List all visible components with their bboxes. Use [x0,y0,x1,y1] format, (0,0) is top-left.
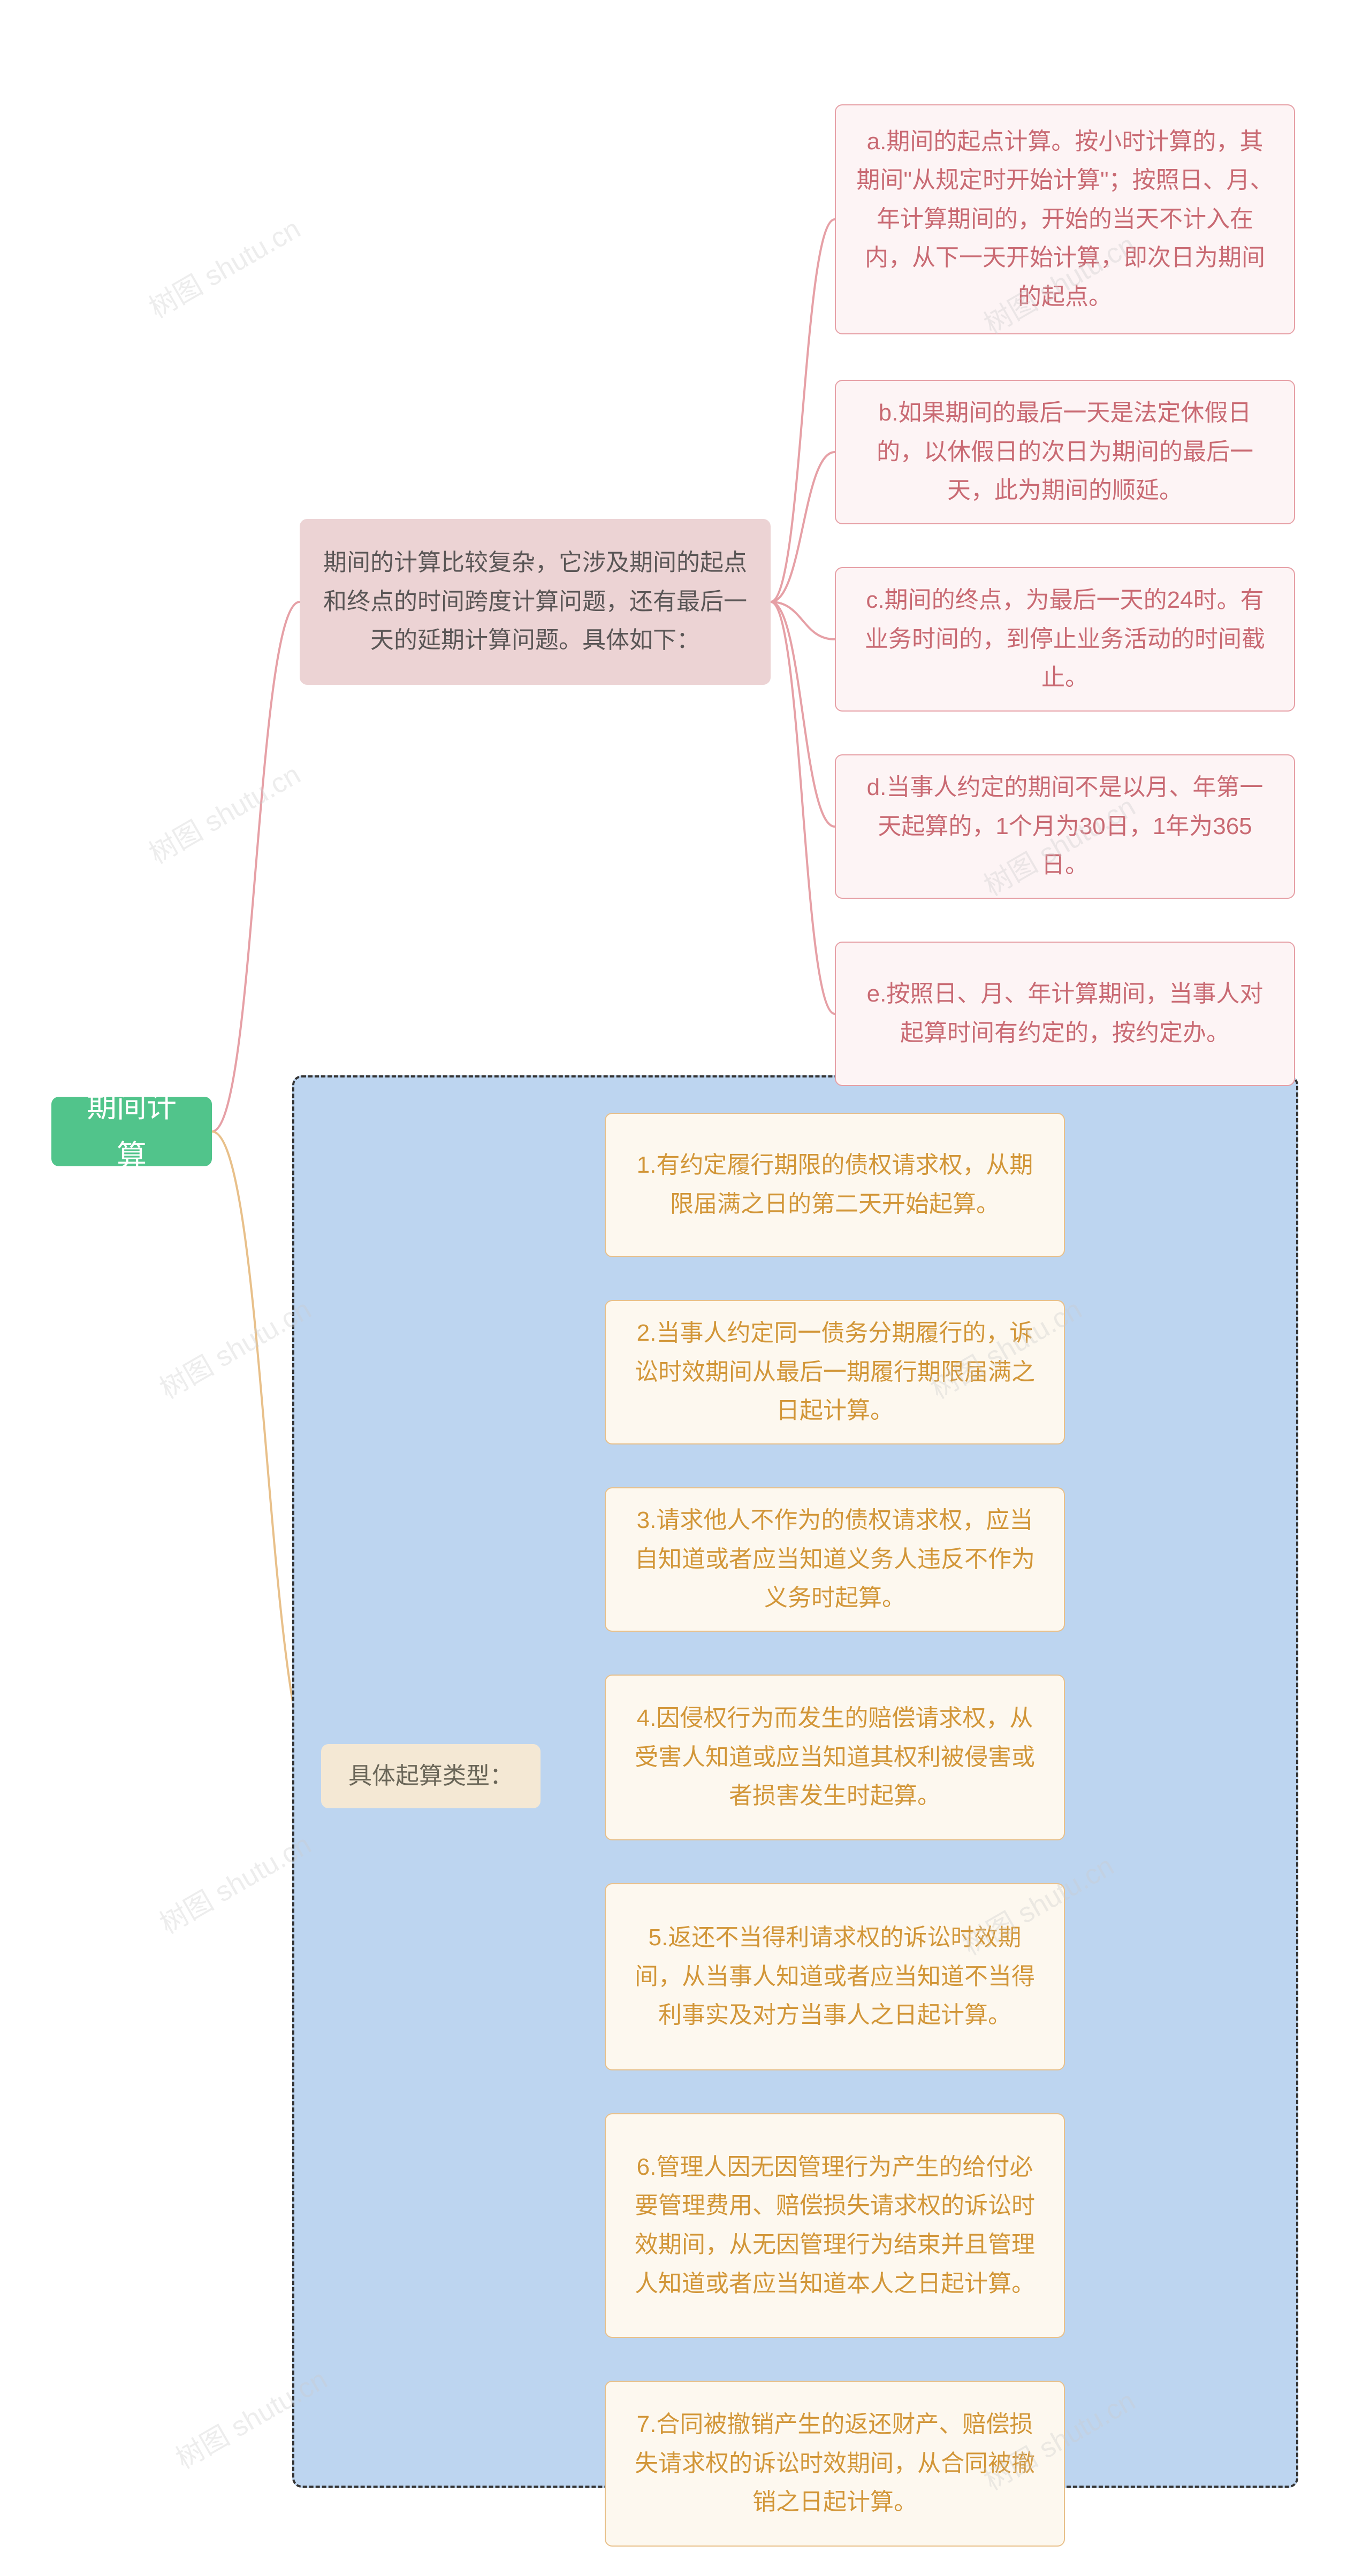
branch2-leaf-label: 4.因侵权行为而发生的赔偿请求权，从受害人知道或应当知道其权利被侵害或者损害发生… [625,1699,1045,1816]
root-node[interactable]: 期间计算 [51,1097,212,1166]
branch2-leaf[interactable]: 2.当事人约定同一债务分期履行的，诉讼时效期间从最后一期履行期限届满之日起计算。 [605,1300,1065,1444]
branch2-leaf[interactable]: 6.管理人因无因管理行为产生的给付必要管理费用、赔偿损失请求权的诉讼时效期间，从… [605,2113,1065,2338]
branch2-leaf-label: 6.管理人因无因管理行为产生的给付必要管理费用、赔偿损失请求权的诉讼时效期间，从… [625,2148,1045,2303]
branch1-leaf-label: a.期间的起点计算。按小时计算的，其期间"从规定时开始计算"；按照日、月、年计算… [855,123,1275,317]
branch2-leaf[interactable]: 5.返还不当得利请求权的诉讼时效期间，从当事人知道或者应当知道不当得利事实及对方… [605,1883,1065,2070]
branch1-category[interactable]: 期间的计算比较复杂，它涉及期间的起点和终点的时间跨度计算问题，还有最后一天的延期… [300,519,771,685]
branch1-leaf[interactable]: c.期间的终点，为最后一天的24时。有业务时间的，到停止业务活动的时间截止。 [835,567,1295,712]
branch1-leaf[interactable]: a.期间的起点计算。按小时计算的，其期间"从规定时开始计算"；按照日、月、年计算… [835,104,1295,334]
branch1-leaf[interactable]: e.按照日、月、年计算期间，当事人对起算时间有约定的，按约定办。 [835,942,1295,1086]
watermark: 树图 shutu.cn [140,207,306,325]
branch2-category[interactable]: 具体起算类型： [321,1744,541,1808]
branch1-leaf-label: d.当事人约定的期间不是以月、年第一天起算的，1个月为30日，1年为365日。 [855,768,1275,885]
branch2-leaf-label: 1.有约定履行期限的债权请求权，从期限届满之日的第二天开始起算。 [625,1146,1045,1224]
branch2-leaf-label: 5.返还不当得利请求权的诉讼时效期间，从当事人知道或者应当知道不当得利事实及对方… [625,1918,1045,2035]
branch2-leaf[interactable]: 1.有约定履行期限的债权请求权，从期限届满之日的第二天开始起算。 [605,1113,1065,1257]
root-label: 期间计算 [73,1082,191,1181]
branch1-leaf[interactable]: d.当事人约定的期间不是以月、年第一天起算的，1个月为30日，1年为365日。 [835,754,1295,899]
branch1-leaf-label: c.期间的终点，为最后一天的24时。有业务时间的，到停止业务活动的时间截止。 [855,581,1275,698]
branch1-category-label: 期间的计算比较复杂，它涉及期间的起点和终点的时间跨度计算问题，还有最后一天的延期… [320,544,750,660]
branch2-leaf-label: 3.请求他人不作为的债权请求权，应当自知道或者应当知道义务人违反不作为义务时起算… [625,1501,1045,1618]
branch1-leaf-label: e.按照日、月、年计算期间，当事人对起算时间有约定的，按约定办。 [855,975,1275,1052]
branch2-leaf-label: 2.当事人约定同一债务分期履行的，诉讼时效期间从最后一期履行期限届满之日起计算。 [625,1314,1045,1431]
mindmap-canvas: 期间计算 期间的计算比较复杂，它涉及期间的起点和终点的时间跨度计算问题，还有最后… [0,0,1370,2576]
branch2-category-label: 具体起算类型： [348,1757,513,1796]
branch2-leaf[interactable]: 7.合同被撤销产生的返还财产、赔偿损失请求权的诉讼时效期间，从合同被撤销之日起计… [605,2381,1065,2547]
branch2-leaf[interactable]: 3.请求他人不作为的债权请求权，应当自知道或者应当知道义务人违反不作为义务时起算… [605,1487,1065,1632]
branch1-leaf-label: b.如果期间的最后一天是法定休假日的，以休假日的次日为期间的最后一天，此为期间的… [855,394,1275,510]
watermark: 树图 shutu.cn [140,752,306,871]
branch2-leaf-label: 7.合同被撤销产生的返还财产、赔偿损失请求权的诉讼时效期间，从合同被撤销之日起计… [625,2405,1045,2522]
branch2-leaf[interactable]: 4.因侵权行为而发生的赔偿请求权，从受害人知道或应当知道其权利被侵害或者损害发生… [605,1675,1065,1840]
branch1-leaf[interactable]: b.如果期间的最后一天是法定休假日的，以休假日的次日为期间的最后一天，此为期间的… [835,380,1295,524]
